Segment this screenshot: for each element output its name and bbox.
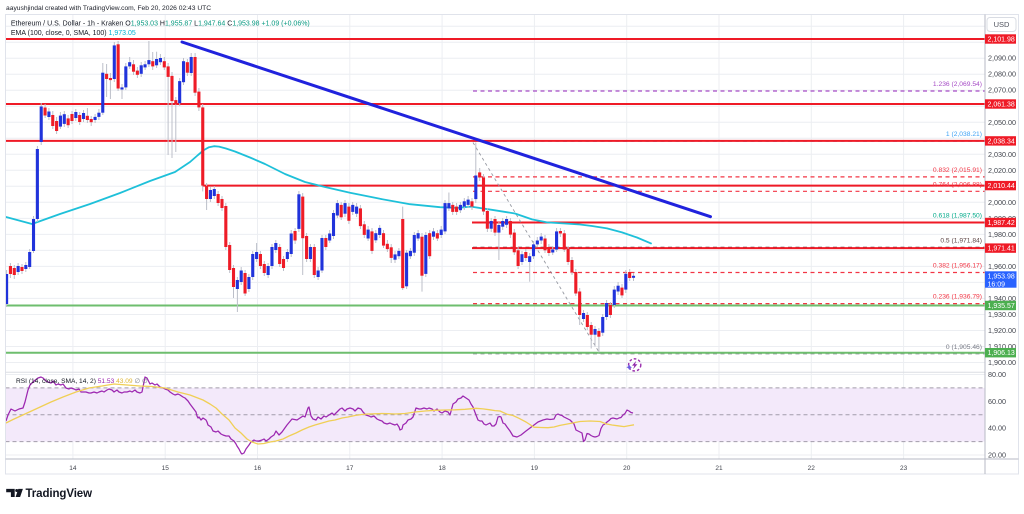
svg-text:2,010.44: 2,010.44 [988, 183, 1015, 190]
svg-text:80.00: 80.00 [988, 370, 1006, 379]
svg-text:2,070.00: 2,070.00 [988, 86, 1016, 95]
svg-text:0.382 (1,956.17): 0.382 (1,956.17) [933, 263, 982, 270]
svg-text:20: 20 [623, 465, 631, 472]
svg-text:2,050.00: 2,050.00 [988, 118, 1016, 127]
svg-text:18: 18 [438, 465, 446, 472]
svg-text:16: 16 [254, 465, 262, 472]
svg-text:2,090.00: 2,090.00 [988, 54, 1016, 63]
svg-text:40.00: 40.00 [988, 424, 1006, 433]
svg-text:22: 22 [808, 465, 816, 472]
svg-text:16:09: 16:09 [988, 281, 1006, 288]
svg-text:15: 15 [162, 465, 170, 472]
svg-text:1,980.00: 1,980.00 [988, 230, 1016, 239]
svg-text:1,900.00: 1,900.00 [988, 358, 1016, 367]
svg-text:2,101.98: 2,101.98 [988, 37, 1015, 44]
svg-text:1 (2,038.21): 1 (2,038.21) [946, 131, 982, 138]
svg-text:1,971.41: 1,971.41 [988, 246, 1015, 253]
svg-text:1,930.00: 1,930.00 [988, 310, 1016, 319]
svg-text:TradingView: TradingView [26, 488, 93, 500]
svg-text:14: 14 [69, 465, 77, 472]
svg-text:0.5 (1,971.84): 0.5 (1,971.84) [940, 238, 982, 245]
svg-text:0 (1,905.46): 0 (1,905.46) [946, 344, 982, 351]
svg-text:1,906.13: 1,906.13 [988, 350, 1015, 357]
svg-text:23: 23 [900, 465, 908, 472]
svg-text:17: 17 [346, 465, 354, 472]
svg-text:EMA (100, close, 0, SMA, 100): EMA (100, close, 0, SMA, 100) 1,973.05 [11, 30, 136, 37]
svg-text:2,061.38: 2,061.38 [988, 102, 1015, 109]
svg-text:USD: USD [994, 20, 1010, 29]
svg-text:1.236 (2,069.54): 1.236 (2,069.54) [933, 81, 982, 88]
svg-text:2,080.00: 2,080.00 [988, 70, 1016, 79]
svg-text:Ethereum / U.S. Dollar - 1h -: Ethereum / U.S. Dollar - 1h - Kraken O1,… [11, 20, 310, 27]
svg-text:1,935.57: 1,935.57 [988, 303, 1015, 310]
svg-text:aayushjindal created with Trad: aayushjindal created with TradingView.co… [6, 5, 211, 12]
svg-text:2,000.00: 2,000.00 [988, 198, 1016, 207]
svg-text:21: 21 [715, 465, 723, 472]
svg-text:2,038.34: 2,038.34 [988, 138, 1015, 145]
svg-text:RSI (14, close, SMA, 14, 2) 51: RSI (14, close, SMA, 14, 2) 51.53 43.09 … [16, 378, 148, 385]
svg-text:1,910.00: 1,910.00 [988, 342, 1016, 351]
svg-text:0.832 (2,015.91): 0.832 (2,015.91) [933, 167, 982, 174]
svg-text:1,987.42: 1,987.42 [988, 220, 1015, 227]
svg-text:1,920.00: 1,920.00 [988, 326, 1016, 335]
svg-text:60.00: 60.00 [988, 397, 1006, 406]
svg-text:19: 19 [531, 465, 539, 472]
svg-text:2,030.00: 2,030.00 [988, 150, 1016, 159]
svg-text:1,953.98: 1,953.98 [988, 273, 1015, 280]
svg-text:0.764 (2,006.88): 0.764 (2,006.88) [933, 181, 982, 188]
svg-text:20.00: 20.00 [988, 451, 1006, 460]
svg-text:2,020.00: 2,020.00 [988, 166, 1016, 175]
svg-text:1,940.00: 1,940.00 [988, 294, 1016, 303]
svg-text:0.236 (1,936.79): 0.236 (1,936.79) [933, 294, 982, 301]
svg-text:1,960.00: 1,960.00 [988, 262, 1016, 271]
svg-text:0.618 (1,987.50): 0.618 (1,987.50) [933, 213, 982, 220]
